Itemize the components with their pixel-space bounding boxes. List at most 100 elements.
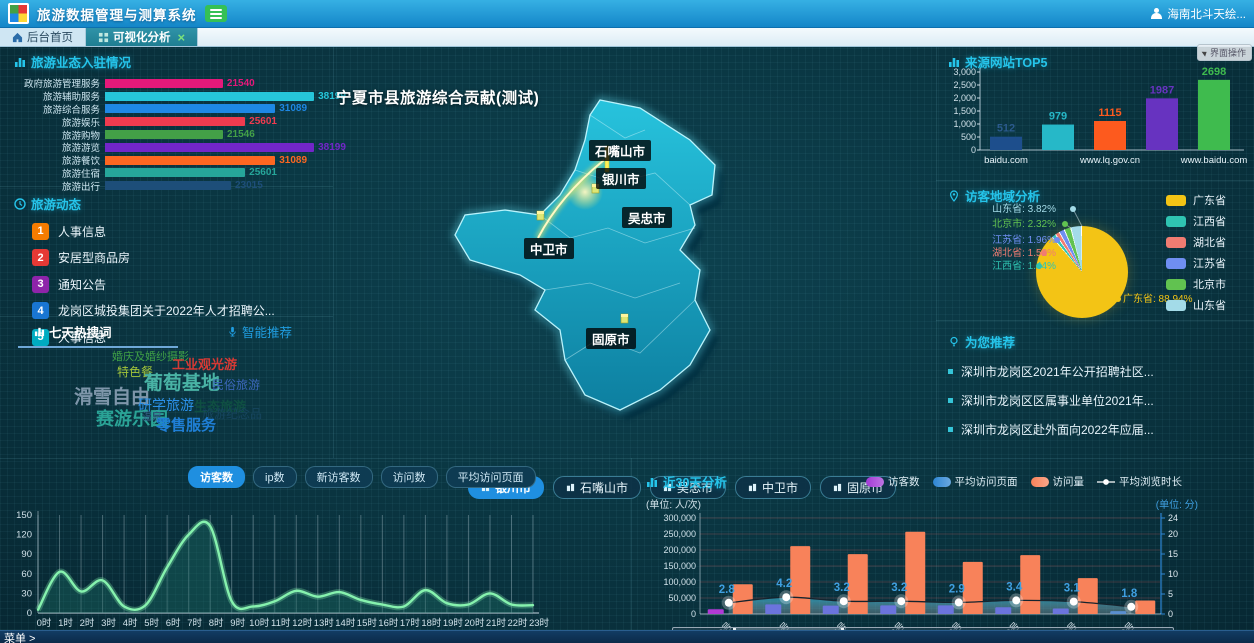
hot-word[interactable]: 工业观光游 bbox=[172, 357, 238, 372]
menu-collapse[interactable]: 菜单 > bbox=[4, 632, 36, 643]
hot-word[interactable]: 滑雪自由 bbox=[74, 387, 151, 408]
pie-legend-item[interactable]: 山东省 bbox=[1166, 297, 1226, 313]
visitors-line[interactable] bbox=[36, 520, 535, 612]
pageviews-bar[interactable] bbox=[962, 561, 983, 614]
month-legend-item[interactable]: 访客数 bbox=[866, 474, 920, 489]
news-list-item[interactable]: 1 人事信息 bbox=[32, 222, 320, 240]
map-region[interactable] bbox=[454, 99, 716, 411]
metric-button[interactable]: 访问数 bbox=[380, 466, 438, 488]
source-bar[interactable] bbox=[1146, 98, 1178, 150]
map-city-label[interactable]: 银川市 bbox=[596, 168, 646, 189]
pie-legend-item[interactable]: 湖北省 bbox=[1166, 234, 1226, 250]
bar[interactable] bbox=[105, 78, 223, 88]
duration-dot[interactable] bbox=[897, 597, 906, 606]
tab-seven-day-hot-words[interactable]: 七天热搜词 bbox=[34, 322, 112, 341]
hot-word[interactable]: 生态旅游 bbox=[194, 399, 247, 414]
bar[interactable] bbox=[105, 117, 246, 127]
map-city-label[interactable]: 石嘴山市 bbox=[589, 140, 652, 161]
hot-word[interactable]: 民俗旅游 bbox=[212, 378, 261, 392]
recommend-list-item[interactable]: 深圳市龙岗区区属事业单位2021年... bbox=[948, 392, 1248, 409]
business-bar-row: 旅游娱乐 25601 bbox=[14, 115, 324, 129]
news-list-item[interactable]: 3 通知公告 bbox=[32, 275, 320, 293]
bar[interactable] bbox=[105, 91, 315, 101]
month-chart-legend: 访客数 平均访问页面 访问量 平均浏览时长 bbox=[866, 474, 1182, 489]
visitors-bar[interactable] bbox=[822, 605, 839, 614]
pie-legend-item[interactable]: 广东省 bbox=[1166, 192, 1226, 208]
visitors-bar[interactable] bbox=[1110, 611, 1127, 614]
bar[interactable] bbox=[105, 155, 276, 165]
business-bar-chart[interactable]: 政府旅游管理服务 21540 旅游辅助服务 38199 旅游综合服务 31089 旅游娱乐 2… bbox=[14, 77, 346, 193]
month-legend-item[interactable]: 访问量 bbox=[1030, 474, 1084, 489]
hot-word[interactable]: 特色餐 bbox=[117, 365, 154, 379]
bar[interactable] bbox=[105, 104, 276, 114]
hot-word[interactable]: 婚庆及婚纱摄影 bbox=[112, 351, 189, 363]
metric-button[interactable]: 新访客数 bbox=[304, 466, 373, 488]
map-city-label[interactable]: 固原市 bbox=[586, 328, 636, 349]
menu-toggle-button[interactable] bbox=[204, 5, 227, 22]
hot-word[interactable]: 旅游纪念品 bbox=[202, 407, 263, 421]
hot-word[interactable]: 葡萄基地 bbox=[144, 373, 221, 394]
pie-legend-item[interactable]: 江苏省 bbox=[1166, 255, 1226, 271]
tab-close-icon[interactable]: × bbox=[177, 29, 186, 45]
pageviews-bar[interactable] bbox=[1020, 555, 1041, 614]
tab-home[interactable]: 后台首页 bbox=[0, 28, 86, 46]
user-menu[interactable]: 海南北斗天绘... bbox=[1151, 6, 1246, 22]
visitors-bar[interactable] bbox=[995, 607, 1012, 614]
tab-smart-recommend[interactable]: 智能推荐 bbox=[227, 322, 292, 341]
pageviews-bar[interactable] bbox=[1135, 600, 1156, 614]
duration-dot[interactable] bbox=[954, 598, 963, 607]
region-pie-chart[interactable] bbox=[1036, 226, 1128, 318]
recommend-list-item[interactable]: 深圳市龙岗区赴外面向2022年应届... bbox=[948, 421, 1248, 438]
duration-dot[interactable] bbox=[1127, 602, 1136, 611]
month-legend-item[interactable]: 平均浏览时长 bbox=[1097, 474, 1182, 489]
source-bar[interactable] bbox=[1094, 121, 1126, 150]
metric-button[interactable]: 平均访问页面 bbox=[445, 466, 536, 488]
hot-word[interactable]: 研学旅游 bbox=[138, 397, 194, 413]
tab-visualization[interactable]: 可视化分析 × bbox=[86, 28, 199, 46]
news-list-item[interactable]: 2 安居型商品房 bbox=[32, 249, 320, 266]
duration-dot[interactable] bbox=[839, 597, 848, 606]
source-bar[interactable] bbox=[1198, 79, 1230, 150]
metric-button[interactable]: 访客数 bbox=[188, 466, 245, 488]
corner-hint-badge[interactable]: 界面操作 bbox=[1196, 44, 1252, 61]
visitors-bar[interactable] bbox=[765, 604, 782, 614]
city-button[interactable]: 中卫市 bbox=[735, 476, 812, 499]
city-button[interactable]: 石嘴山市 bbox=[553, 476, 642, 499]
pie-legend-item[interactable]: 江西省 bbox=[1166, 213, 1226, 229]
visitors-bar[interactable] bbox=[707, 609, 724, 614]
map-city-label[interactable]: 中卫市 bbox=[524, 238, 574, 259]
bar[interactable] bbox=[105, 181, 231, 191]
city-button[interactable]: 吴忠市 bbox=[650, 476, 727, 499]
month-legend-item[interactable]: 平均访问页面 bbox=[932, 474, 1018, 489]
recommend-list-item[interactable]: 深圳市龙岗区2021年公开招聘社区... bbox=[948, 363, 1248, 380]
pageviews-bar[interactable] bbox=[847, 554, 868, 614]
hot-word[interactable]: 零售服务 bbox=[156, 417, 217, 434]
visitors-bar[interactable] bbox=[880, 605, 897, 614]
news-list-item[interactable]: 4 龙岗区城投集团关于2022年人才招聘公... bbox=[32, 302, 320, 319]
ningxia-map[interactable] bbox=[440, 68, 780, 434]
pageviews-bar[interactable] bbox=[732, 584, 753, 614]
source-bar[interactable] bbox=[990, 136, 1022, 150]
bar[interactable] bbox=[105, 168, 246, 178]
bar[interactable] bbox=[105, 130, 223, 140]
visitors-bar[interactable] bbox=[937, 605, 954, 614]
pageviews-bar[interactable] bbox=[1077, 578, 1098, 614]
metric-button[interactable]: ip数 bbox=[253, 466, 297, 488]
duration-dot[interactable] bbox=[1012, 596, 1021, 605]
pageviews-bar[interactable] bbox=[905, 531, 926, 614]
left-axis-unit: (单位: 人/次) bbox=[646, 500, 701, 511]
source-bar-chart[interactable]: 0 500 1,000 1,500 2,000 2,500 3,000 512 baidu.co… bbox=[938, 64, 1252, 178]
duration-dot[interactable] bbox=[1069, 597, 1078, 606]
source-bar[interactable] bbox=[1042, 124, 1074, 150]
duration-dot[interactable] bbox=[724, 598, 733, 607]
duration-dot[interactable] bbox=[782, 593, 791, 602]
month-combo-chart[interactable]: 0 50,000 100,000 150,000 200,000 250,000 300,0… bbox=[632, 510, 1254, 632]
bar[interactable] bbox=[105, 142, 315, 152]
map-city-label[interactable]: 吴忠市 bbox=[622, 207, 672, 228]
pageviews-bar[interactable] bbox=[790, 546, 811, 614]
hot-word[interactable]: 温泉 bbox=[142, 412, 162, 423]
visitors-bar[interactable] bbox=[1052, 608, 1069, 614]
hot-word[interactable]: 赛游乐园 bbox=[96, 409, 168, 429]
pie-legend-item[interactable]: 北京市 bbox=[1166, 276, 1226, 292]
